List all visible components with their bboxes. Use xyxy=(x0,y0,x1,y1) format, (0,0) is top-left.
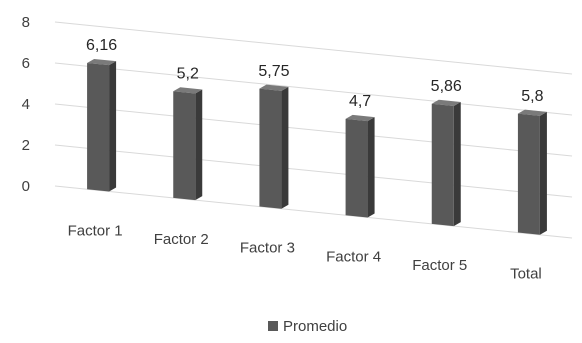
bar-top xyxy=(259,84,289,91)
bar xyxy=(259,88,282,209)
gridline xyxy=(54,62,573,116)
legend: Promedio xyxy=(268,318,347,335)
category-label: Factor 5 xyxy=(412,257,467,274)
bar xyxy=(87,62,110,192)
category-label: Factor 1 xyxy=(68,222,123,239)
bar-top xyxy=(431,99,461,106)
category-label: Factor 2 xyxy=(154,231,209,248)
data-label: 4,7 xyxy=(349,93,371,110)
bar-side xyxy=(453,101,461,227)
bar-side xyxy=(195,89,203,201)
x-axis-labels: Factor 1 Factor 2 Factor 3 Factor 4 Factor 5… xyxy=(68,222,542,282)
category-label: Factor 3 xyxy=(240,240,295,257)
data-label: 5,2 xyxy=(177,65,199,82)
bar-side xyxy=(367,117,375,218)
y-tick-label: 8 xyxy=(22,14,30,31)
bar-side xyxy=(539,111,547,235)
data-label: 5,75 xyxy=(258,63,289,80)
legend-label: Promedio xyxy=(283,318,347,335)
bar xyxy=(345,118,368,218)
category-label: Total xyxy=(510,266,542,283)
category-label: Factor 4 xyxy=(326,248,381,265)
bar-top xyxy=(345,114,375,122)
bar xyxy=(431,103,454,227)
bars: 6,16 5,2 5,75 4,7 5,86 5,8 xyxy=(86,37,547,235)
data-label: 5,86 xyxy=(431,78,462,95)
bar-side xyxy=(109,61,117,192)
y-tick-label: 0 xyxy=(22,178,30,195)
bar-top xyxy=(87,58,117,66)
legend-swatch xyxy=(268,321,278,331)
data-label: 6,16 xyxy=(86,37,117,54)
gridlines xyxy=(54,21,573,239)
gridline xyxy=(54,21,573,75)
y-tick-label: 6 xyxy=(22,55,30,72)
y-tick-label: 2 xyxy=(22,137,30,154)
gridline xyxy=(54,185,573,239)
bar-top xyxy=(173,87,203,94)
bar xyxy=(173,91,196,201)
bar xyxy=(517,113,540,235)
y-tick-label: 4 xyxy=(22,96,30,113)
data-label: 5,8 xyxy=(521,88,543,105)
bar-top xyxy=(517,109,547,116)
gridline xyxy=(54,144,573,198)
y-axis: 0 2 4 6 8 xyxy=(22,14,30,195)
gridline xyxy=(54,103,573,157)
bar-side xyxy=(281,86,289,209)
